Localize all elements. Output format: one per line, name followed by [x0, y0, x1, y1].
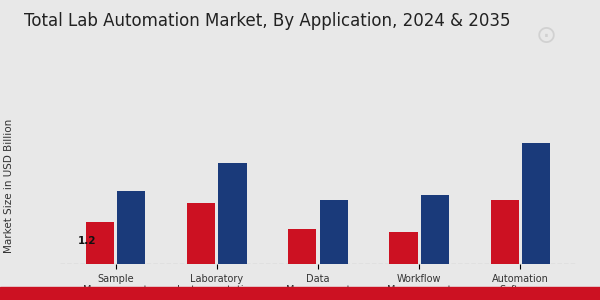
Text: Total Lab Automation Market, By Application, 2024 & 2035: Total Lab Automation Market, By Applicat… [24, 12, 511, 30]
Bar [117, 191, 145, 264]
Text: 1.2: 1.2 [78, 236, 96, 246]
Text: Market Size in USD Billion: Market Size in USD Billion [4, 119, 14, 253]
Bar [288, 229, 316, 264]
Bar [218, 164, 247, 264]
Text: ⊙: ⊙ [536, 24, 557, 48]
Bar [86, 222, 114, 264]
Bar [421, 195, 449, 264]
Bar [320, 200, 348, 264]
Bar [522, 143, 550, 264]
Bar [389, 232, 418, 264]
Bar [491, 200, 519, 264]
Bar [187, 203, 215, 264]
